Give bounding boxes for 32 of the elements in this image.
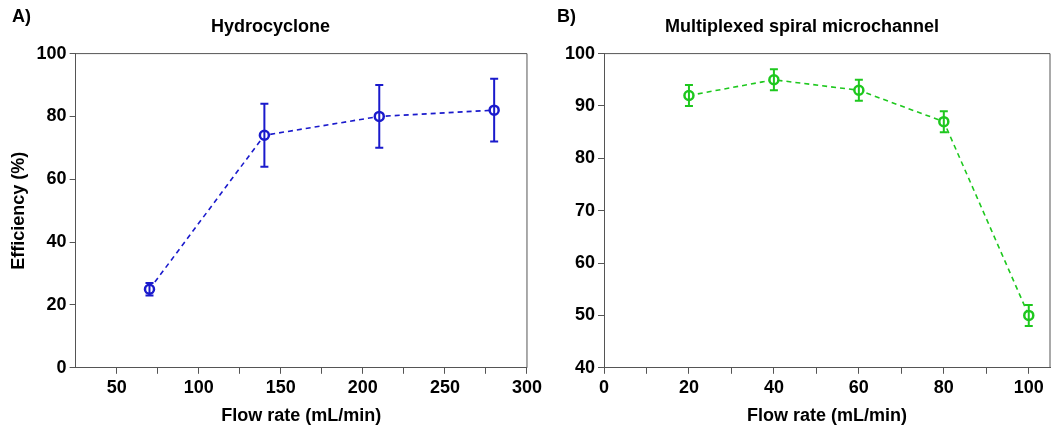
x-tick-label: 100 xyxy=(1013,376,1044,397)
y-tick-label: 40 xyxy=(574,356,595,377)
chart-title: Multiplexed spiral microchannel xyxy=(664,15,940,36)
chart-title: Hydrocyclone xyxy=(210,15,331,36)
x-tick-label: 40 xyxy=(763,376,784,397)
x-tick-label: 150 xyxy=(265,376,296,397)
x-tick-label: 80 xyxy=(933,376,954,397)
y-tick-label: 100 xyxy=(36,42,67,63)
x-tick-label: 300 xyxy=(511,376,543,397)
y-axis-title: Efficiency (%) xyxy=(7,151,28,270)
x-tick-label: 100 xyxy=(183,376,214,397)
y-tick-label: 90 xyxy=(574,94,595,115)
y-tick-label: 40 xyxy=(46,231,67,252)
y-tick-label: 80 xyxy=(574,147,595,168)
x-tick-label: 200 xyxy=(347,376,378,397)
y-tick-label: 20 xyxy=(46,293,67,314)
text: A) xyxy=(12,5,31,26)
y-tick-label: 80 xyxy=(46,105,67,126)
x-tick-label: 60 xyxy=(848,376,869,397)
x-tick-label: 0 xyxy=(598,376,610,397)
x-tick-label: 250 xyxy=(429,376,460,397)
x-tick-label: 50 xyxy=(106,376,127,397)
y-tick-label: 70 xyxy=(574,199,595,220)
y-tick-label: 50 xyxy=(574,304,595,325)
y-tick-label: 60 xyxy=(574,252,595,273)
y-tick-label: 100 xyxy=(564,42,595,63)
x-tick-label: 20 xyxy=(678,376,699,397)
y-tick-label: 60 xyxy=(46,168,67,189)
x-axis-title: Flow rate (mL/min) xyxy=(746,405,908,426)
text: B) xyxy=(557,5,576,26)
y-tick-label: 0 xyxy=(56,356,67,377)
x-axis-title: Flow rate (mL/min) xyxy=(221,405,382,426)
